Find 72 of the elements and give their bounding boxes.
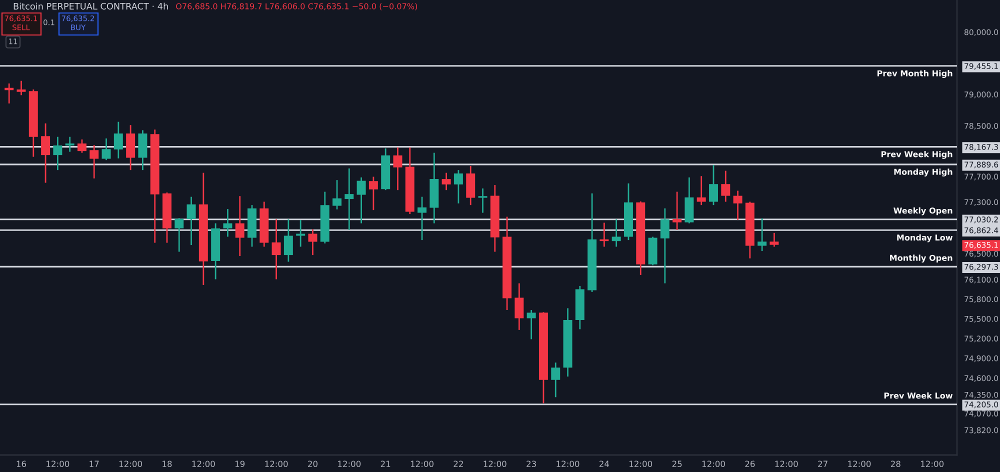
candlestick xyxy=(551,362,560,398)
x-tick-label: 12:00 xyxy=(630,460,652,468)
candlestick xyxy=(235,195,244,257)
candlestick xyxy=(478,188,488,214)
candlestick xyxy=(721,170,730,202)
candlestick xyxy=(77,138,86,154)
x-tick-label: 16 xyxy=(16,460,26,468)
x-tick-label: 28 xyxy=(890,460,900,468)
ref-line-label: Monday Low xyxy=(897,234,953,242)
x-tick-label: 22 xyxy=(454,460,463,467)
annotation: O76,685.0 H76,819.7 L76,606.0 C76,635.1 −50.0 (−0.07%) xyxy=(176,3,418,10)
candlestick xyxy=(296,219,306,248)
ref-line-label: Prev Month High xyxy=(878,70,952,78)
candlestick xyxy=(368,176,378,211)
candlestick xyxy=(356,176,366,224)
x-tick-label: 12:00 xyxy=(119,460,142,468)
candlestick xyxy=(758,218,767,252)
x-tick-label: 24 xyxy=(600,460,610,467)
candlestick xyxy=(660,208,670,284)
candlestick xyxy=(65,136,74,152)
candlestick xyxy=(41,122,50,184)
candlestick xyxy=(16,80,26,96)
candlestick xyxy=(612,218,621,248)
candlestick xyxy=(393,146,402,191)
candlestick xyxy=(186,196,196,246)
ref-line-label: Monday High xyxy=(894,168,952,176)
candlestick xyxy=(344,168,354,231)
x-tick-label: 19 xyxy=(235,460,245,468)
ref-line-label: Prev Week High xyxy=(881,150,952,159)
candlestick xyxy=(526,309,536,340)
x-tick-label: 21 xyxy=(380,460,390,467)
x-tick-label: 18 xyxy=(162,460,172,468)
candlestick xyxy=(696,175,706,206)
x-tick-label: 12:00 xyxy=(46,460,70,468)
x-tick-label: 25 xyxy=(672,460,682,468)
candlestick xyxy=(114,121,123,160)
candlestick xyxy=(332,179,342,210)
x-tick-label: 27 xyxy=(818,460,828,467)
candlestick xyxy=(770,232,779,248)
candlestick xyxy=(733,190,742,221)
x-tick-label: 12:00 xyxy=(702,460,725,468)
candlestick xyxy=(223,208,232,238)
x-tick-label: 12:00 xyxy=(192,460,215,468)
x-tick-label: 12:00 xyxy=(484,460,506,468)
ref-line-label: Weekly Open xyxy=(894,207,952,216)
x-tick-label: 12:00 xyxy=(921,460,944,468)
candlestick xyxy=(514,282,524,331)
x-tick-label: 20 xyxy=(308,460,318,468)
ref-line-label: Prev Week Low xyxy=(884,392,953,399)
x-tick-label: 12:00 xyxy=(338,460,361,468)
x-tick-label: 17 xyxy=(90,460,99,467)
candlestick xyxy=(709,164,718,206)
candlestick xyxy=(174,217,184,252)
candlestick xyxy=(53,136,62,171)
x-tick-label: 12:00 xyxy=(265,460,288,468)
candlestick xyxy=(308,228,318,256)
candlestick xyxy=(672,191,682,231)
x-tick-label: 12:00 xyxy=(556,460,580,468)
ref-line-label: Monthly Open xyxy=(890,254,952,263)
candlestick xyxy=(102,138,111,161)
candlestick xyxy=(442,172,451,191)
x-tick-label: 12:00 xyxy=(848,460,871,468)
x-tick-label: 26 xyxy=(745,460,755,468)
x-tick-label: 23 xyxy=(526,460,536,468)
candlestick xyxy=(272,218,281,280)
candlestick xyxy=(454,169,463,204)
candlestick xyxy=(90,144,99,180)
x-tick-label: 12:00 xyxy=(775,460,798,468)
candlestick xyxy=(418,196,427,241)
candlestick xyxy=(284,218,293,262)
x-tick-label: 12:00 xyxy=(410,460,434,468)
chart-title: Bitcoin PERPETUAL CONTRACT · 4h xyxy=(14,2,168,10)
